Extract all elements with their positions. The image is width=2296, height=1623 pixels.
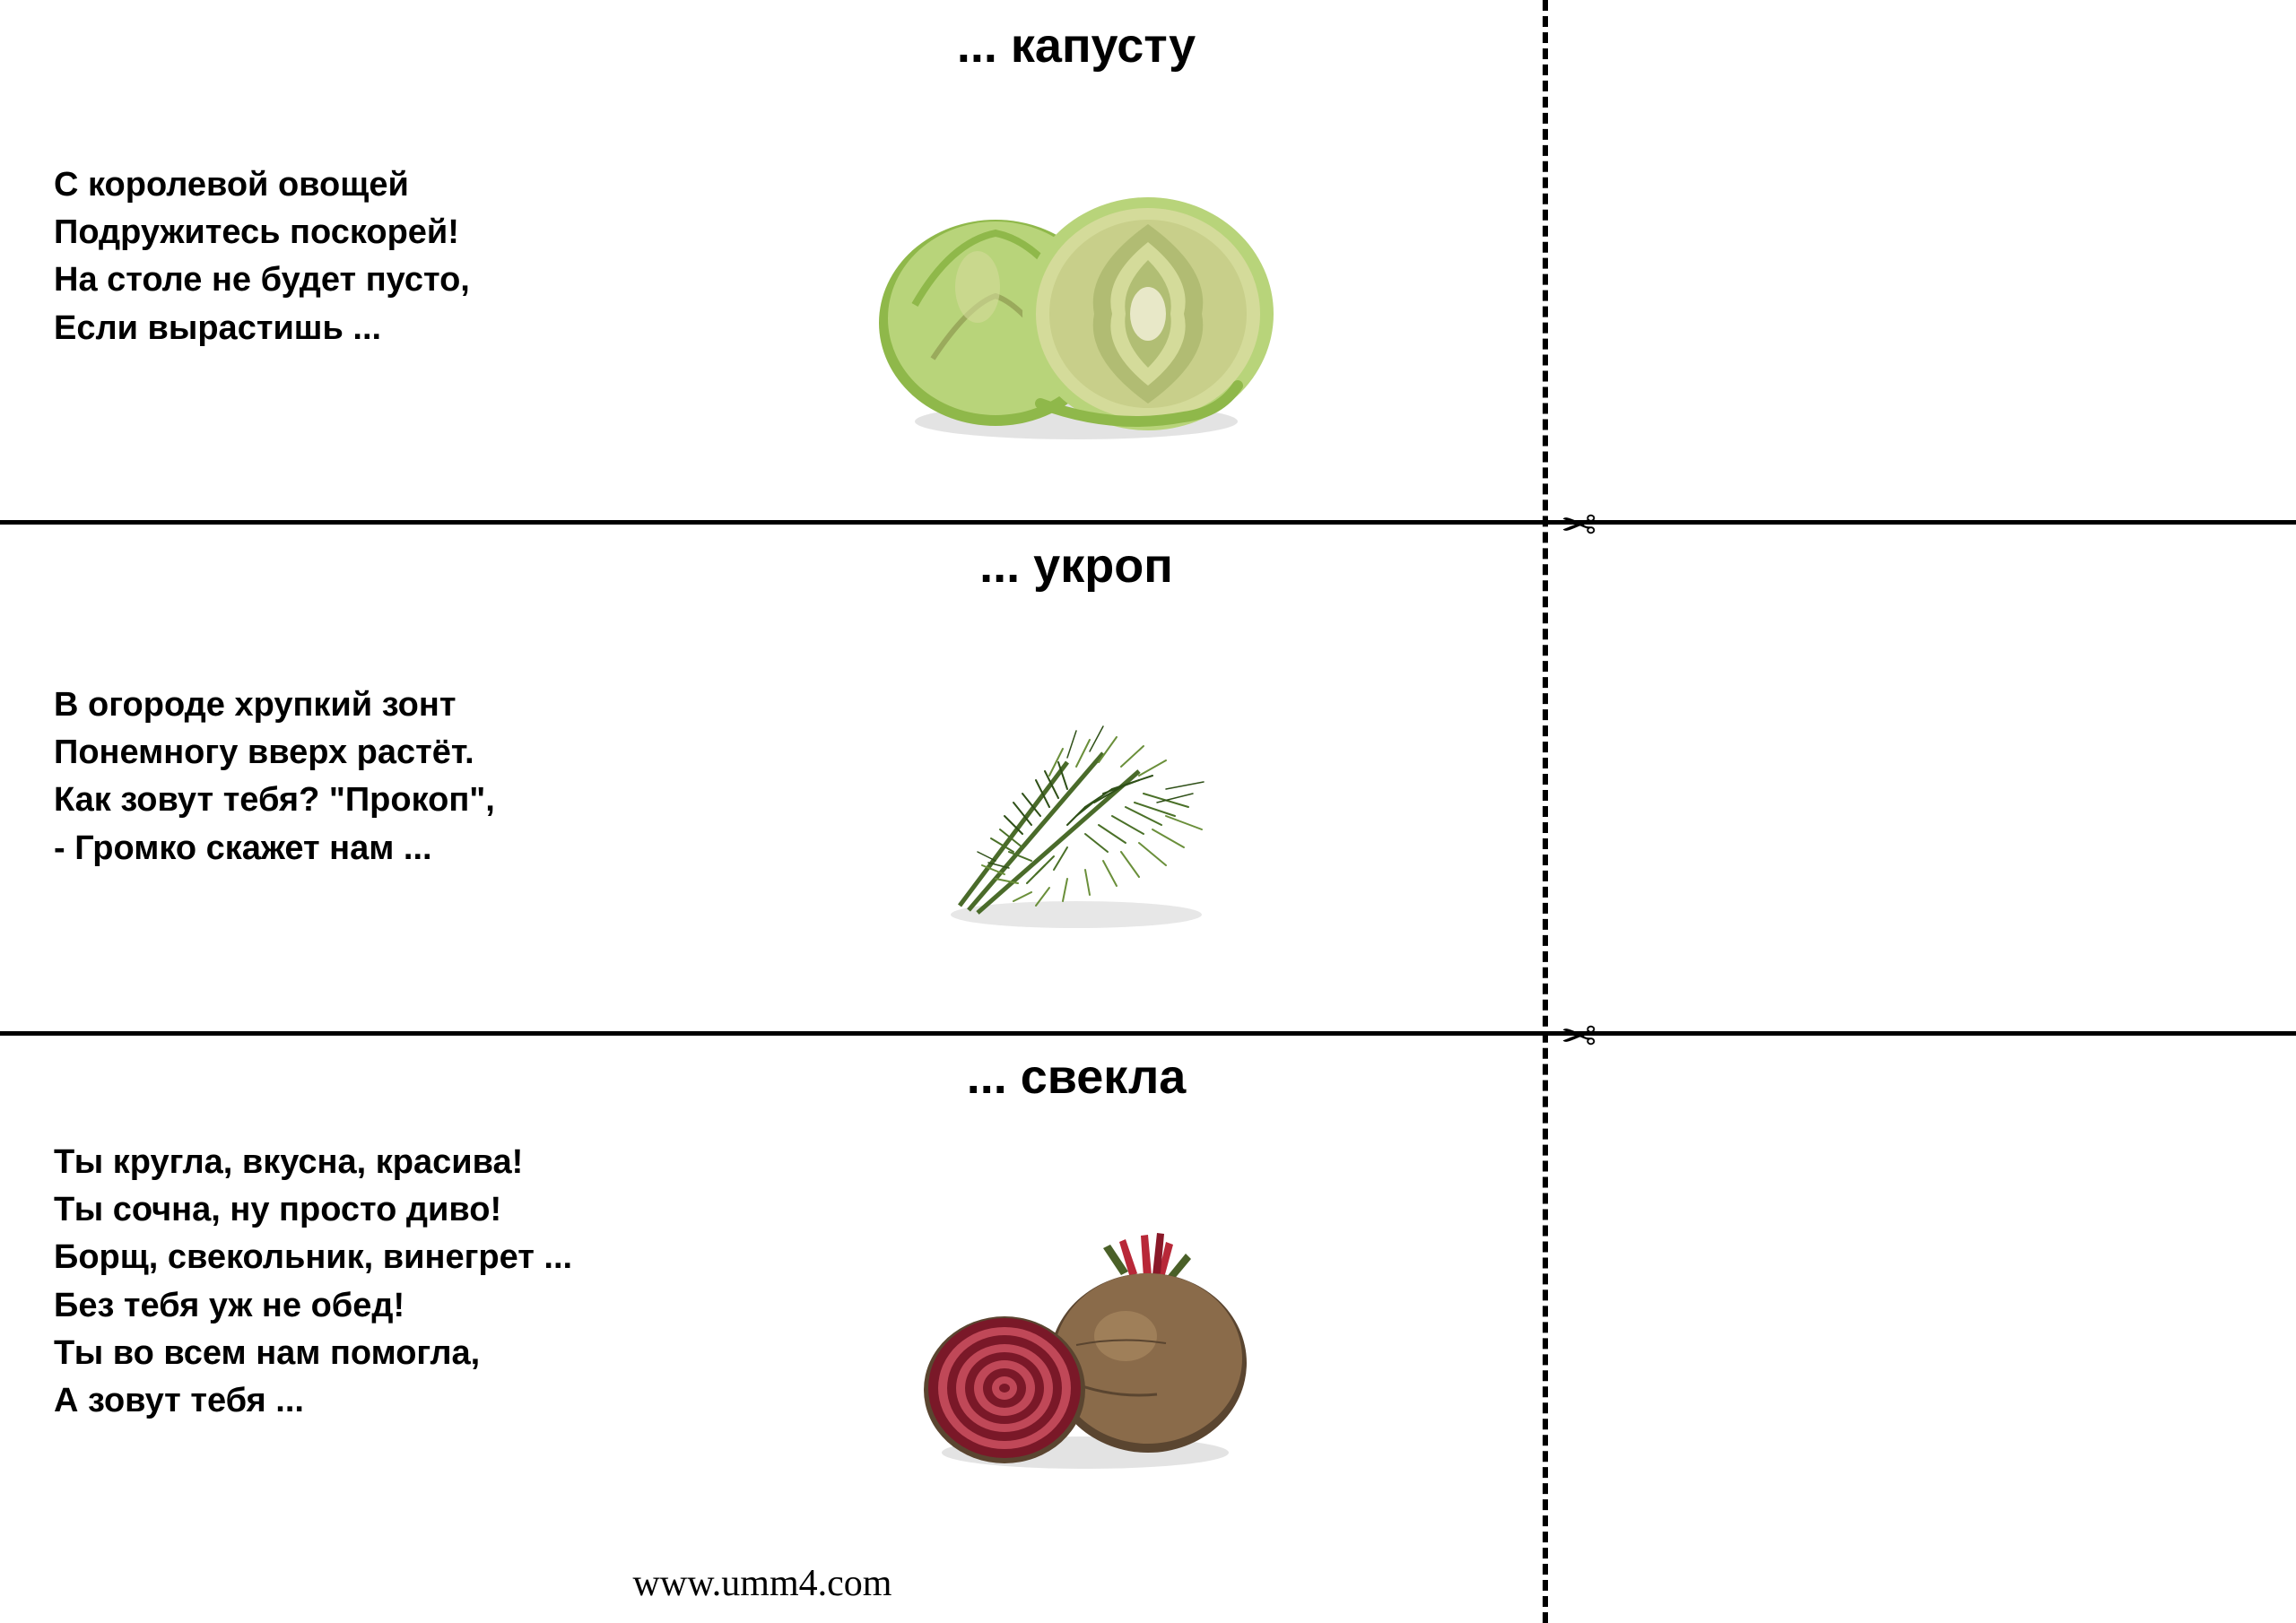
scissors-icon: ✂ bbox=[1561, 500, 1596, 551]
fold-line bbox=[1543, 0, 1548, 1623]
riddle-poem: Ты кругла, вкусна, красива! Ты сочна, ну… bbox=[54, 1139, 572, 1425]
left-column: ... свекла Ты кругла, вкусна, красива! Т… bbox=[0, 1031, 1525, 1569]
scissors-icon: ✂ bbox=[1561, 1011, 1596, 1062]
worksheet-page: ... капусту С королевой овощей Подружите… bbox=[0, 0, 2296, 1623]
beet-illustration bbox=[807, 1157, 1345, 1515]
right-column bbox=[1525, 520, 2296, 1031]
answer-title: ... капусту bbox=[762, 18, 1390, 74]
riddle-poem: В огороде хрупкий зонт Понемногу вверх р… bbox=[54, 681, 495, 872]
right-column bbox=[1525, 1031, 2296, 1569]
riddle-row-dill: ... укроп В огороде хрупкий зонт Понемно… bbox=[0, 520, 2296, 1031]
cut-line bbox=[0, 520, 2296, 525]
riddle-row-beet: ... свекла Ты кругла, вкусна, красива! Т… bbox=[0, 1031, 2296, 1569]
left-column: ... укроп В огороде хрупкий зонт Понемно… bbox=[0, 520, 1525, 1031]
cut-line bbox=[0, 1031, 2296, 1036]
right-column bbox=[1525, 0, 2296, 520]
beet-icon bbox=[888, 1193, 1265, 1480]
answer-title: ... свекла bbox=[762, 1049, 1390, 1105]
dill-illustration bbox=[807, 628, 1345, 986]
cabbage-icon bbox=[861, 126, 1292, 448]
cabbage-illustration bbox=[807, 108, 1345, 466]
answer-title: ... укроп bbox=[762, 538, 1390, 594]
footer-url: www.umm4.com bbox=[0, 1562, 1525, 1605]
left-column: ... капусту С королевой овощей Подружите… bbox=[0, 0, 1525, 520]
riddle-poem: С королевой овощей Подружитесь поскорей!… bbox=[54, 161, 470, 352]
riddle-row-cabbage: ... капусту С королевой овощей Подружите… bbox=[0, 0, 2296, 520]
dill-icon bbox=[888, 673, 1265, 942]
